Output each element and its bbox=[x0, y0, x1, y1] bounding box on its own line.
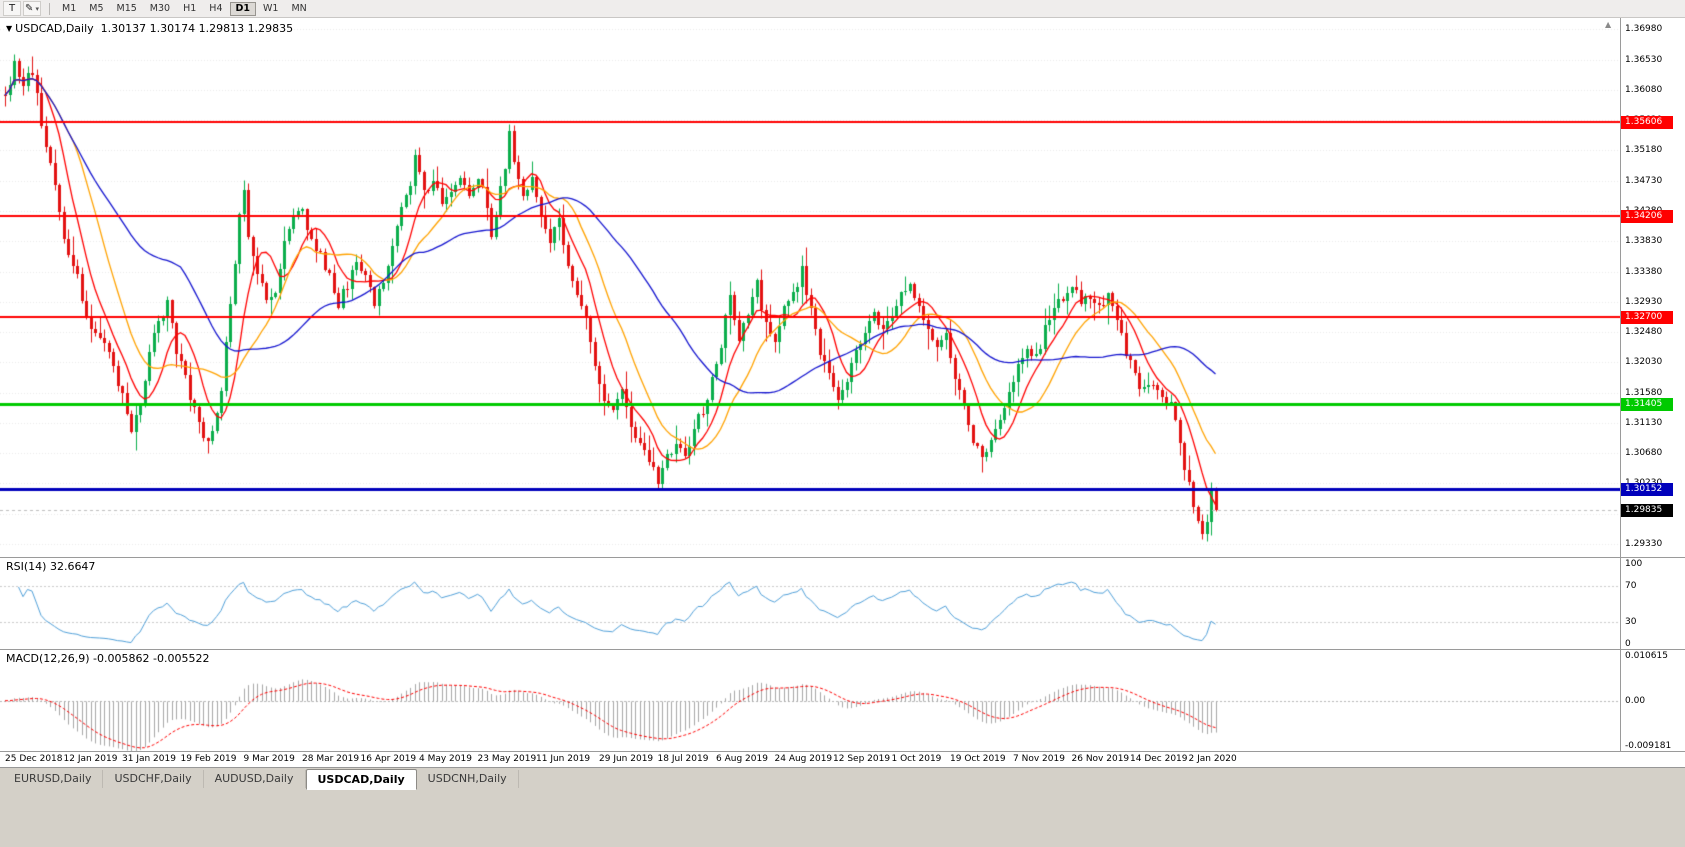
chart-tab-bar: EURUSD,Daily USDCHF,Daily AUDUSD,Daily USDC… bbox=[0, 767, 1685, 847]
timeframe-m1-button[interactable]: M1 bbox=[62, 3, 77, 14]
timeframe-mn-button[interactable]: MN bbox=[291, 3, 307, 14]
timeframe-m5-button[interactable]: M5 bbox=[89, 3, 104, 14]
date-label: 23 May 2019 bbox=[477, 754, 537, 764]
macd-tick-label: 0.00 bbox=[1625, 695, 1646, 706]
date-label: 24 Aug 2019 bbox=[774, 754, 833, 764]
pane-splitter-macd[interactable] bbox=[0, 649, 1685, 650]
price-tick-label: 1.36080 bbox=[1625, 84, 1663, 95]
hline-price-badge: 1.32700 bbox=[1621, 311, 1673, 325]
tab-audusd-daily[interactable]: AUDUSD,Daily bbox=[204, 770, 306, 788]
price-axis-border bbox=[1620, 18, 1621, 752]
price-tick-label: 1.36530 bbox=[1625, 54, 1663, 65]
date-label: 25 Dec 2018 bbox=[5, 754, 63, 764]
scroll-up-icon[interactable]: ▲ bbox=[1605, 20, 1612, 29]
pane-splitter-rsi[interactable] bbox=[0, 557, 1685, 558]
rsi-tick-label: 100 bbox=[1625, 559, 1643, 569]
date-label: 12 Sep 2019 bbox=[833, 754, 891, 764]
rsi-indicator-canvas[interactable] bbox=[0, 558, 1620, 650]
hline-price-badge: 1.35606 bbox=[1621, 115, 1673, 129]
date-label: 18 Jul 2019 bbox=[657, 754, 709, 764]
macd-tick-label: 0.010615 bbox=[1625, 651, 1668, 661]
hline-price-badge: 1.30152 bbox=[1621, 482, 1673, 496]
price-tick-label: 1.34730 bbox=[1625, 175, 1663, 186]
price-pane-title: ▼ USDCAD,Daily 1.30137 1.30174 1.29813 1.… bbox=[6, 22, 293, 35]
timeframe-m30-button[interactable]: M30 bbox=[149, 3, 171, 14]
macd-tick-label: -0.009181 bbox=[1625, 741, 1672, 751]
date-label: 14 Dec 2019 bbox=[1130, 754, 1188, 764]
price-tick-label: 1.32480 bbox=[1625, 327, 1663, 338]
date-axis-separator bbox=[0, 751, 1685, 752]
date-label: 31 Jan 2019 bbox=[122, 754, 176, 764]
date-label: 4 May 2019 bbox=[419, 754, 472, 764]
date-label: 9 Mar 2019 bbox=[243, 754, 295, 764]
rsi-tick-label: 30 bbox=[1625, 617, 1637, 628]
tab-usdcad-daily[interactable]: USDCAD,Daily bbox=[305, 769, 417, 790]
text-tool-button[interactable]: T bbox=[3, 1, 21, 16]
timeframe-h4-button[interactable]: H4 bbox=[209, 3, 223, 14]
date-label: 16 Apr 2019 bbox=[360, 754, 417, 764]
price-tick-label: 1.31580 bbox=[1625, 387, 1663, 398]
timeframe-w1-button[interactable]: W1 bbox=[263, 3, 279, 14]
date-label: 11 Jun 2019 bbox=[536, 754, 591, 764]
date-label: 1 Oct 2019 bbox=[891, 754, 942, 764]
date-label: 19 Feb 2019 bbox=[180, 754, 237, 764]
price-tick-label: 1.31130 bbox=[1625, 417, 1663, 428]
date-label: 7 Nov 2019 bbox=[1013, 754, 1065, 764]
price-tick-label: 1.30680 bbox=[1625, 448, 1663, 459]
timeframe-group: M1 M5 M15 M30 H1 H4 D1 W1 MN bbox=[56, 1, 314, 16]
macd-pane-title: MACD(12,26,9) -0.005862 -0.005522 bbox=[6, 652, 210, 665]
price-tick-label: 1.33380 bbox=[1625, 266, 1663, 277]
date-label: 19 Oct 2019 bbox=[950, 754, 1006, 764]
text-tool-label: T bbox=[8, 3, 16, 14]
symbol-period-label: USDCAD,Daily bbox=[15, 22, 94, 35]
date-label: 28 Mar 2019 bbox=[302, 754, 360, 764]
date-label: 2 Jan 2020 bbox=[1188, 754, 1237, 764]
tab-usdcnh-daily[interactable]: USDCNH,Daily bbox=[417, 770, 519, 788]
macd-indicator-canvas[interactable] bbox=[0, 650, 1620, 752]
price-tick-label: 1.29330 bbox=[1625, 538, 1663, 549]
current-price-badge: 1.29835 bbox=[1621, 503, 1673, 517]
price-axis[interactable]: 1.369801.365301.360801.356301.351801.347… bbox=[1621, 0, 1685, 767]
price-tick-label: 1.35180 bbox=[1625, 145, 1663, 156]
rsi-tick-label: 0 bbox=[1625, 639, 1631, 649]
dropdown-caret-icon: ▾ bbox=[35, 4, 39, 13]
toolbar-separator bbox=[49, 2, 50, 15]
tab-usdchf-daily[interactable]: USDCHF,Daily bbox=[103, 770, 204, 788]
timeframe-d1-button[interactable]: D1 bbox=[229, 1, 256, 16]
rsi-pane-title: RSI(14) 32.6647 bbox=[6, 560, 96, 573]
date-label: 12 Jan 2019 bbox=[63, 754, 118, 764]
timeframe-h1-button[interactable]: H1 bbox=[183, 3, 197, 14]
rsi-tick-label: 70 bbox=[1625, 580, 1637, 591]
price-tick-label: 1.32930 bbox=[1625, 296, 1663, 307]
hline-price-badge: 1.31405 bbox=[1621, 398, 1673, 412]
hline-price-badge: 1.34206 bbox=[1621, 209, 1673, 223]
pencil-icon: ✎ bbox=[25, 3, 34, 14]
price-tick-label: 1.33830 bbox=[1625, 236, 1663, 247]
date-label: 26 Nov 2019 bbox=[1071, 754, 1130, 764]
date-label: 6 Aug 2019 bbox=[716, 754, 768, 764]
date-axis[interactable]: 25 Dec 2018 12 Jan 2019 31 Jan 2019 19 Feb … bbox=[0, 752, 1620, 767]
tab-eurusd-daily[interactable]: EURUSD,Daily bbox=[3, 770, 104, 788]
date-label: 29 Jun 2019 bbox=[599, 754, 654, 764]
draw-tool-button[interactable]: ✎ ▾ bbox=[23, 1, 41, 16]
timeframe-m15-button[interactable]: M15 bbox=[116, 3, 137, 14]
ohlc-values: 1.30137 1.30174 1.29813 1.29835 bbox=[100, 22, 294, 35]
collapse-triangle-icon: ▼ bbox=[6, 24, 13, 33]
toolbar: T ✎ ▾ M1 M5 M15 M30 H1 H4 D1 W1 MN bbox=[0, 0, 1685, 18]
price-tick-label: 1.32030 bbox=[1625, 357, 1663, 368]
price-tick-label: 1.36980 bbox=[1625, 24, 1663, 35]
price-chart-canvas[interactable] bbox=[0, 18, 1620, 558]
